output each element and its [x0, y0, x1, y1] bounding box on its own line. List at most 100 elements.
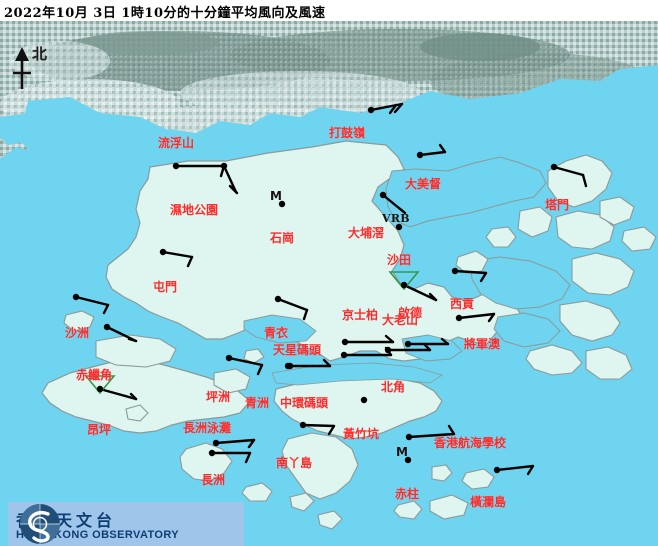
- kowloon-bay: [401, 334, 463, 362]
- wind-barb: [440, 337, 450, 346]
- station-dot[interactable]: [274, 295, 282, 303]
- wind-barb: [302, 308, 309, 321]
- station-label-tai-po-kau: 大埔滘: [348, 226, 385, 240]
- hk-landmass: [41, 140, 521, 440]
- gale-triangle-icon: [388, 271, 420, 291]
- wind-barb: [393, 102, 404, 114]
- station-dot[interactable]: [379, 191, 387, 199]
- wind-barb: [479, 271, 488, 283]
- wind-shaft: [552, 165, 585, 177]
- station-dot[interactable]: [96, 385, 104, 393]
- wind-barb: [388, 103, 398, 115]
- title-bar: 2022年10月 3日 1時10分的十分鐘平均風向及風速: [0, 0, 658, 21]
- station-dot[interactable]: [404, 456, 412, 464]
- station-dot[interactable]: [367, 106, 375, 114]
- station-label-tseung-kwan-o: 將軍澳: [464, 337, 501, 351]
- wind-barb: [129, 392, 138, 401]
- station-label-central-pier: 中環碼頭: [280, 396, 329, 410]
- deep-bay: [18, 97, 196, 161]
- station-label-cheung-chau: 長洲: [201, 473, 226, 487]
- wind-barb: [322, 358, 332, 368]
- wind-barb: [384, 334, 395, 344]
- station-dot[interactable]: [360, 396, 368, 404]
- wind-shaft: [74, 295, 110, 307]
- station-label-peng-chau: 坪洲: [206, 390, 231, 404]
- station-dot[interactable]: [159, 248, 167, 256]
- eastern-islands: [455, 154, 657, 380]
- station-label-shek-kong: 石崗: [270, 231, 295, 245]
- station-dot-layer: [72, 106, 558, 474]
- north-label: 北: [32, 45, 48, 63]
- station-dot[interactable]: [220, 162, 228, 170]
- station-label-green-island: 青洲: [245, 396, 270, 410]
- wind-barb: [244, 451, 252, 464]
- tolo-harbour: [385, 156, 547, 228]
- station-label-kings-park: 京士柏: [342, 308, 379, 322]
- station-dot[interactable]: [416, 151, 424, 159]
- wind-shaft: [227, 356, 264, 367]
- station-dot[interactable]: [103, 323, 111, 331]
- wind-barb: [581, 173, 588, 188]
- station-dot[interactable]: [404, 340, 412, 348]
- station-label-sha-chau: 沙洲: [65, 326, 90, 340]
- wind-shaft: [407, 432, 456, 439]
- station-dot[interactable]: [405, 433, 413, 441]
- station-dot[interactable]: [340, 351, 348, 359]
- station-dot[interactable]: [384, 346, 392, 354]
- wind-shaft: [214, 438, 256, 445]
- station-dot[interactable]: [341, 338, 349, 346]
- station-dot[interactable]: [455, 314, 463, 322]
- station-label-layer: 打鼓嶺 流浮山 濕地公園 石崗 M 大美督 塔門 大埔滘 沙田 VRB 屯門 西貢 沙洲 大老山 青衣 赤鱲角…: [0, 21, 658, 546]
- station-label-north-point: 北角: [381, 380, 406, 394]
- wind-shaft: [457, 312, 496, 320]
- station-dot[interactable]: [395, 223, 403, 231]
- gale-triangle-icon: [84, 375, 116, 395]
- station-dot[interactable]: [278, 200, 286, 208]
- station-dot[interactable]: [286, 362, 294, 370]
- station-label-wetland-park: 濕地公園: [170, 203, 219, 217]
- station-dot[interactable]: [172, 162, 180, 170]
- wind-barb: [487, 312, 496, 323]
- station-dot[interactable]: [451, 267, 459, 275]
- station-label-tap-mun: 塔門: [545, 198, 570, 212]
- victoria-harbour: [271, 362, 443, 386]
- wind-barb: [256, 363, 264, 376]
- station-flag-sha-tin: VRB: [382, 212, 410, 225]
- north-arrow: 北: [6, 45, 62, 89]
- station-label-wong-chuk-hang: 黃竹坑: [343, 427, 380, 441]
- station-label-hk-sea-school: 香港航海學校: [434, 436, 507, 450]
- station-label-cheung-chau-beach: 長洲泳灘: [183, 421, 232, 435]
- wind-shaft: [276, 297, 309, 312]
- wind-shaft: [495, 464, 535, 472]
- station-dot[interactable]: [493, 466, 501, 474]
- station-label-tsing-yi: 青衣: [264, 326, 289, 340]
- station-dot[interactable]: [72, 293, 80, 301]
- wind-barb: [229, 185, 239, 195]
- wind-barb: [127, 337, 138, 343]
- page-title: 2022年10月 3日 1時10分的十分鐘平均風向及風速: [4, 6, 326, 21]
- wind-barb: [186, 255, 194, 268]
- station-dot[interactable]: [208, 449, 216, 457]
- station-label-tuen-mun: 屯門: [153, 280, 178, 294]
- station-dot[interactable]: [400, 281, 408, 289]
- station-label-lau-fau-shan: 流浮山: [158, 136, 195, 150]
- station-label-da-gu-ling: 打鼓嶺: [329, 126, 366, 140]
- station-dot[interactable]: [550, 163, 558, 171]
- hko-logo: 香港天文台 HONG KONG OBSERVATORY: [8, 502, 244, 546]
- station-dot[interactable]: [212, 439, 220, 447]
- station-label-star-ferry: 天星碼頭: [273, 343, 322, 357]
- station-label-sha-tin: 沙田: [387, 253, 412, 267]
- wind-barb: [397, 206, 407, 215]
- wind-shaft: [301, 423, 336, 428]
- station-dot[interactable]: [299, 421, 307, 429]
- station-label-kai-tak: 啟德: [398, 306, 423, 320]
- rambler-channel: [243, 314, 317, 344]
- wind-barb: [327, 424, 336, 436]
- station-dot[interactable]: [225, 354, 233, 362]
- station-label-sai-kung: 西貢: [450, 297, 475, 311]
- wind-barb: [428, 292, 438, 302]
- wind-shaft: [418, 150, 447, 157]
- wind-shaft: [222, 164, 238, 194]
- wind-barb: [438, 143, 447, 154]
- wind-barb: [526, 464, 535, 476]
